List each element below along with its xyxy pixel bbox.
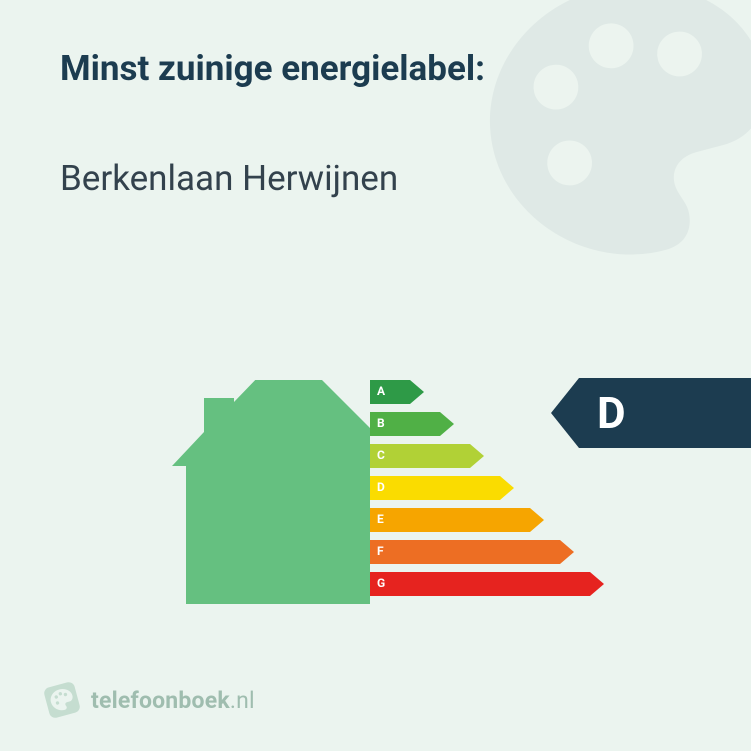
- rating-tag: D: [551, 378, 751, 448]
- footer-brand-bold: telefoonboek: [91, 687, 230, 714]
- rating-tag-body: D: [579, 378, 751, 448]
- energy-bar-label: F: [377, 544, 384, 558]
- energy-bar-label: E: [377, 512, 384, 526]
- energy-bar-label: A: [377, 384, 385, 398]
- footer-palette-icon: [41, 679, 83, 721]
- card-title: Minst zuinige energielabel:: [60, 48, 485, 89]
- footer: telefoonboek.nl: [45, 683, 255, 717]
- card-subtitle: Berkenlaan Herwijnen: [60, 158, 398, 199]
- energy-bar-label: D: [377, 480, 385, 494]
- house-icon: [172, 380, 370, 604]
- energy-bar-label: B: [377, 416, 385, 430]
- energy-label-card: Minst zuinige energielabel: Berkenlaan H…: [0, 0, 751, 751]
- energy-bar-g: G: [370, 572, 604, 596]
- energy-bar-label: C: [377, 448, 385, 462]
- rating-tag-arrow: [551, 378, 579, 448]
- energy-bar-e: E: [370, 508, 604, 532]
- energy-bar-f: F: [370, 540, 604, 564]
- rating-letter: D: [597, 387, 626, 439]
- footer-brand: telefoonboek.nl: [91, 687, 255, 714]
- energy-bar-d: D: [370, 476, 604, 500]
- energy-chart: A B C D E F G: [172, 380, 612, 620]
- footer-brand-light: .nl: [230, 687, 255, 714]
- energy-bar-label: G: [377, 576, 385, 590]
